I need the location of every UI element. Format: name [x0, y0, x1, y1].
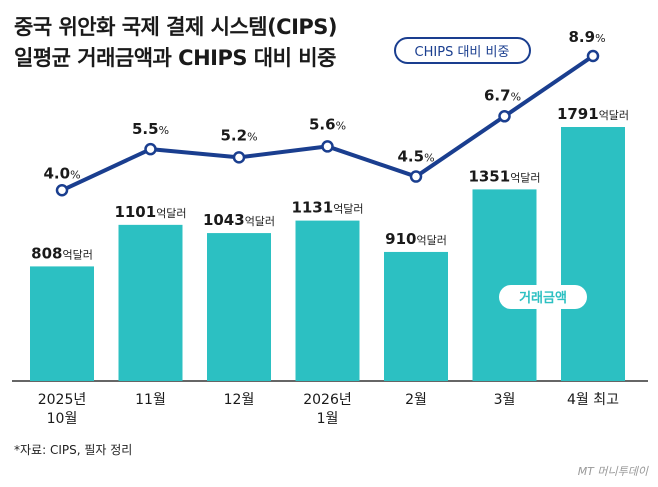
legend-line-box — [394, 37, 531, 64]
line-label-6: 8.9% — [568, 28, 605, 46]
x-tick-label-2-0: 12월 — [224, 392, 255, 408]
bar-4 — [384, 251, 448, 381]
bar-label-4: 910억달러 — [385, 230, 447, 248]
bar-label-2: 1043억달러 — [203, 211, 275, 229]
bar-label-0: 808억달러 — [31, 244, 93, 262]
chart-title: 중국 위안화 국제 결제 시스템(CIPS) 일평균 거래금액과 CHIPS 대… — [14, 12, 338, 74]
bar-label-1: 1101억달러 — [114, 203, 186, 221]
bar-3 — [295, 220, 360, 381]
x-tick-label-1-0: 11월 — [135, 392, 166, 408]
source-note: *자료: CIPS, 필자 정리 — [14, 443, 133, 457]
line-point-6 — [586, 49, 600, 63]
legend-line-label: CHIPS 대비 비중 — [415, 45, 510, 60]
line-point-4 — [409, 170, 423, 183]
line-label-3: 5.6% — [309, 115, 346, 133]
line-label-1: 5.5% — [132, 120, 169, 138]
bar-label-3: 1131억달러 — [291, 199, 363, 217]
chart-title-line-1: 중국 위안화 국제 결제 시스템(CIPS) — [14, 15, 338, 39]
bar-label-6: 1791억달러 — [557, 105, 629, 123]
bar-0 — [30, 266, 94, 381]
x-tick-label-5-0: 3월 — [494, 392, 516, 408]
line-point-5 — [498, 110, 511, 123]
brand-logo: MT 머니투데이 — [577, 465, 648, 478]
line-point-2 — [232, 151, 246, 164]
x-tick-label-3-1: 1월 — [317, 411, 339, 427]
bar-2 — [207, 233, 271, 381]
line-label-2: 5.2% — [220, 126, 257, 144]
line-label-4: 4.5% — [397, 148, 434, 166]
line-point-1 — [144, 142, 157, 156]
x-tick-label-4-0: 2월 — [405, 392, 427, 408]
x-tick-label-0-1: 10월 — [47, 411, 78, 427]
line-label-0: 4.0% — [43, 164, 80, 182]
chart-title-line-2: 일평균 거래금액과 CHIPS 대비 비중 — [14, 46, 336, 70]
legend-bar-label: 거래금액 — [519, 291, 567, 306]
line-label-5: 6.7% — [484, 86, 521, 104]
bar-6 — [561, 127, 625, 381]
x-tick-label-0-0: 2025년 — [38, 392, 87, 408]
x-tick-label-3-0: 2026년 — [303, 392, 352, 408]
x-tick-label-6-0: 4월 최고 — [567, 392, 619, 408]
legend-bar-box — [499, 285, 587, 309]
bar-label-5: 1351억달러 — [468, 167, 540, 185]
bar-1 — [118, 224, 183, 381]
line-point-0 — [55, 184, 69, 197]
line-point-3 — [321, 140, 334, 153]
